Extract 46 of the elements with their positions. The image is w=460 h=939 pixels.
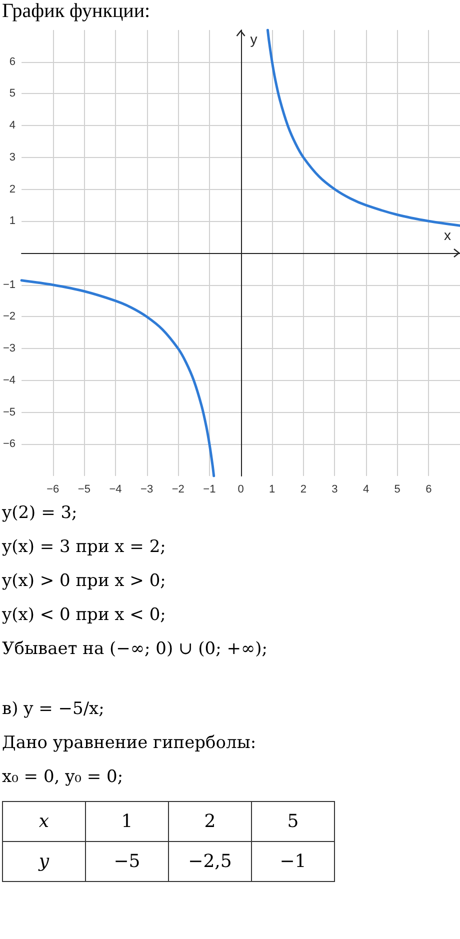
text: y(2) = 3; — [2, 503, 78, 523]
x-tick-label: 1 — [269, 484, 276, 496]
text: x₀ = 0, y₀ = 0; — [2, 767, 124, 787]
x-tick-label: −1 — [203, 484, 216, 496]
x-axis-title: x — [444, 227, 451, 243]
x-tick-label: 2 — [300, 484, 306, 496]
x-tick-label: −6 — [46, 484, 60, 496]
y-tick-label: 4 — [9, 120, 16, 132]
y-tick-label: −3 — [2, 342, 16, 355]
text: −5 — [86, 842, 168, 882]
y-tick-label: 3 — [9, 151, 16, 164]
x-tick-label: −5 — [78, 484, 90, 496]
y-tick-label: −4 — [2, 374, 16, 386]
text: в) y = −5/x; — [2, 699, 106, 719]
y-tick-label: −6 — [2, 438, 16, 450]
text: y(x) < 0 при x < 0; — [2, 605, 167, 625]
y-tick-label: 2 — [9, 183, 16, 196]
text: x — [2, 802, 86, 842]
text: 5 — [252, 802, 334, 842]
y-tick-label: −1 — [2, 278, 16, 291]
text: y(x) > 0 при x > 0; — [2, 571, 167, 591]
text: 2 — [168, 802, 252, 842]
text: Убывает на (−∞; 0) ∪ (0; +∞); — [2, 639, 269, 659]
y-tick-label: 6 — [9, 56, 16, 68]
text: y(x) = 3 при x = 2; — [2, 537, 167, 557]
line-series — [266, 28, 460, 227]
y-axis-title: y — [250, 31, 258, 47]
text: −1 — [252, 842, 334, 882]
x-tick-label: −4 — [109, 484, 122, 496]
x-tick-label: 3 — [332, 484, 338, 496]
y-tick-label: 5 — [9, 88, 16, 100]
text: Дано уравнение гиперболы: — [2, 733, 258, 753]
x-tick-label: −2 — [172, 484, 184, 496]
text: −2,5 — [168, 842, 252, 882]
y-tick-label: −2 — [2, 310, 16, 323]
x-tick-label: 5 — [394, 484, 400, 496]
y-tick-label: 1 — [9, 215, 16, 228]
chart-title: График функции: — [2, 0, 150, 23]
text: y — [2, 842, 86, 882]
x-tick-label: −3 — [140, 484, 154, 496]
x-tick-label: 0 — [238, 484, 244, 496]
text: 1 — [86, 802, 168, 842]
y-tick-label: −5 — [2, 406, 16, 418]
line-series — [20, 279, 216, 478]
x-tick-label: 6 — [426, 484, 432, 496]
x-tick-label: 4 — [362, 484, 370, 496]
